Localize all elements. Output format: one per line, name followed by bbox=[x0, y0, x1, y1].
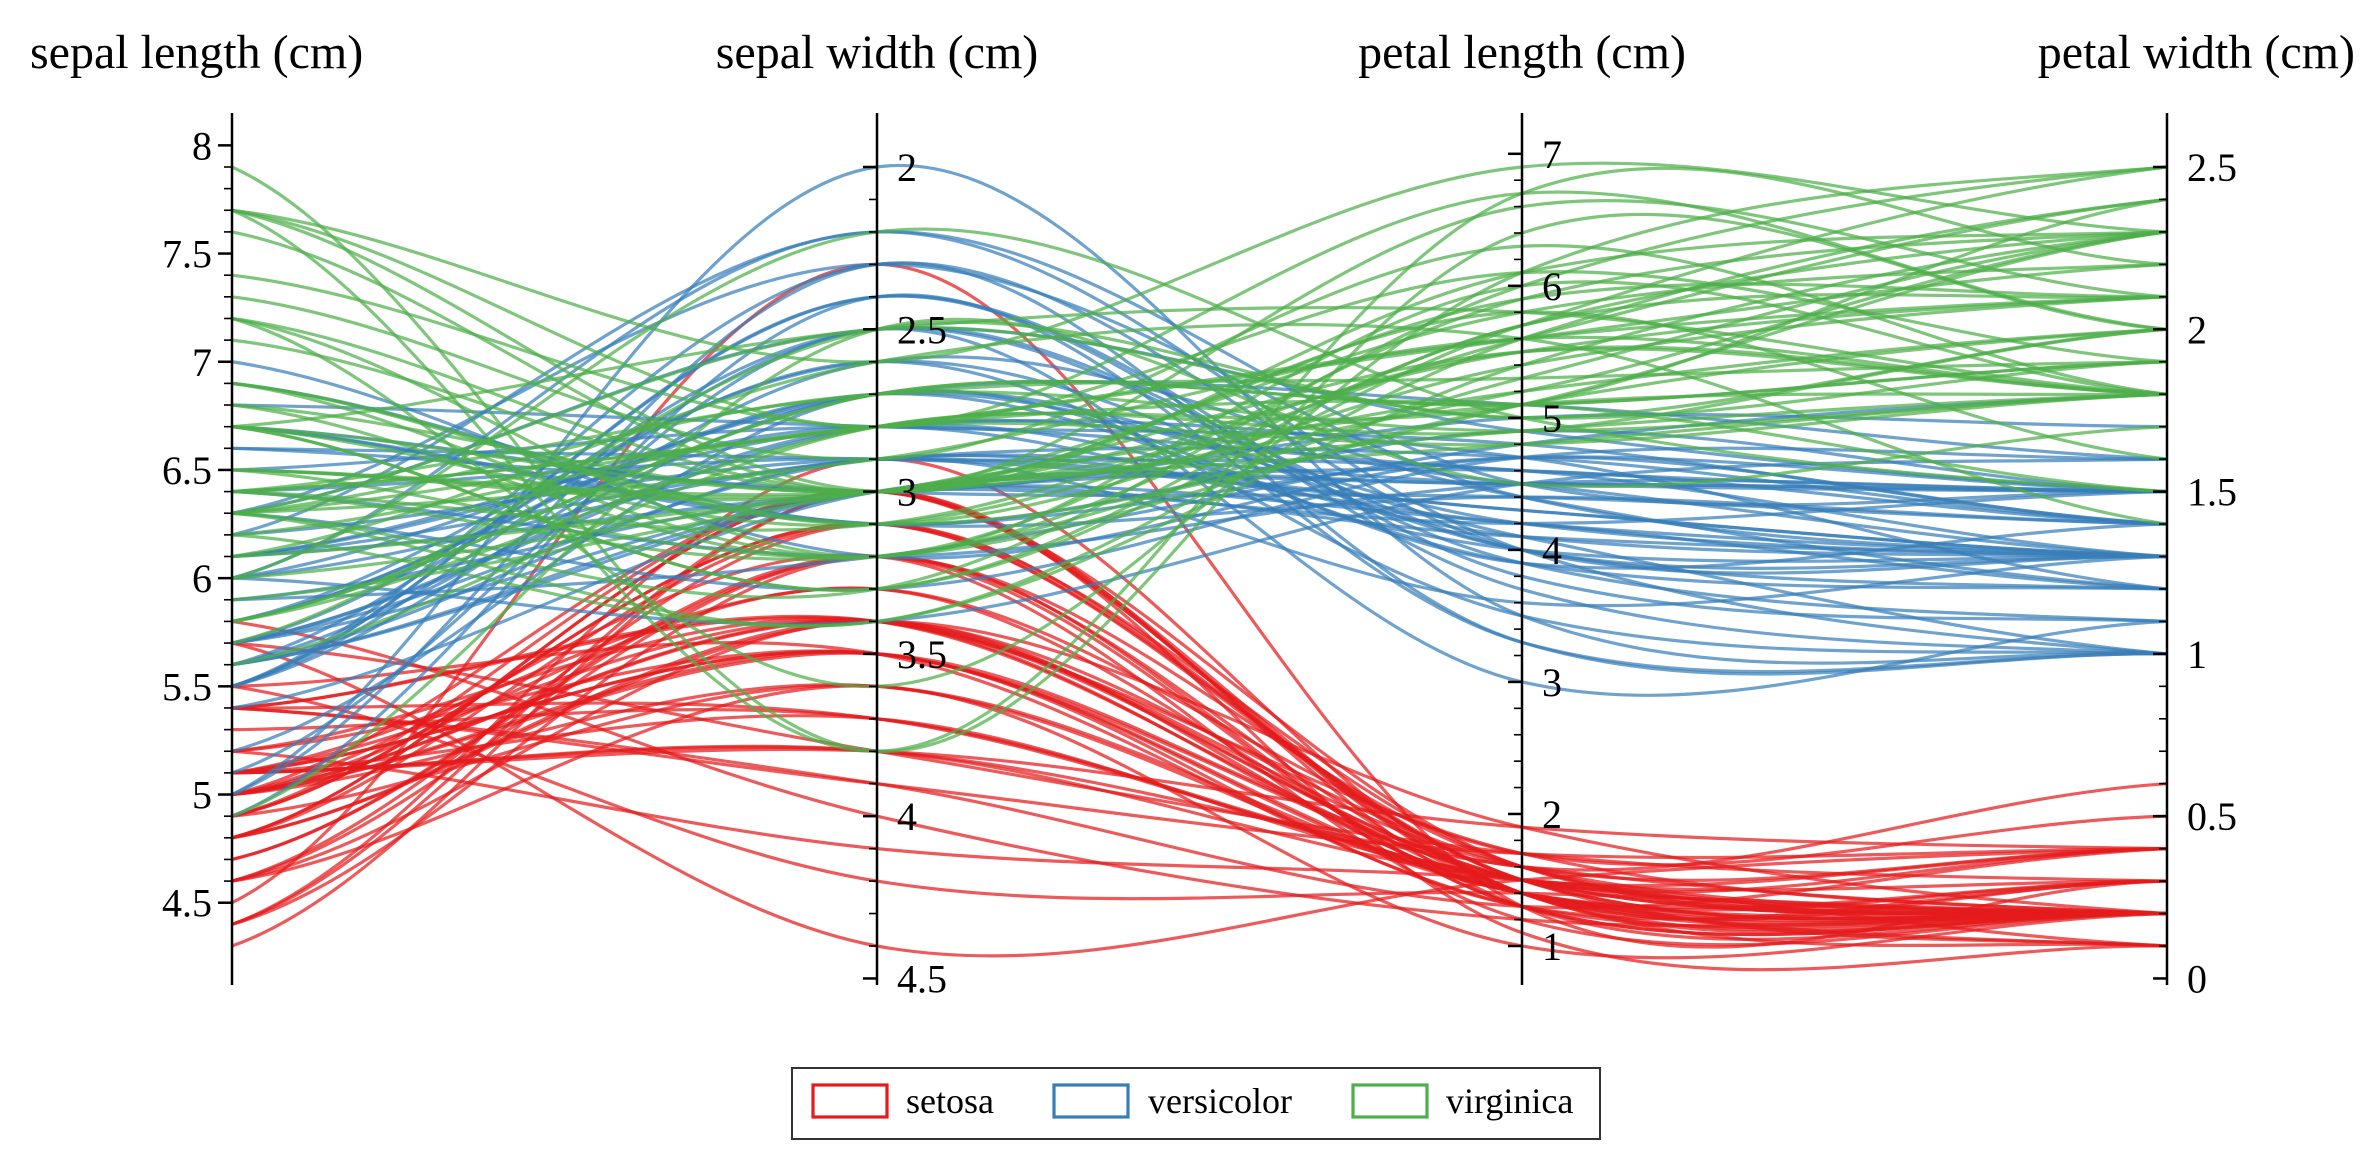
series-line-virginica-38 bbox=[231, 392, 2168, 580]
tick-label-petal_length: 7 bbox=[1542, 132, 1562, 177]
tick-label-petal_width: 0 bbox=[2187, 956, 2207, 1001]
axis-title-petal_width: petal width (cm) bbox=[2038, 26, 2355, 79]
series-line-setosa-49 bbox=[231, 586, 2168, 925]
series-line-virginica-17 bbox=[231, 166, 2168, 753]
series-line-setosa-48 bbox=[231, 708, 2168, 916]
tick-label-sepal_length: 7.5 bbox=[162, 232, 212, 277]
tick-label-sepal_width: 3.5 bbox=[897, 632, 947, 677]
tick-label-sepal_width: 4.5 bbox=[897, 956, 947, 1001]
series-line-setosa-45 bbox=[231, 489, 2168, 922]
series-line-virginica-18 bbox=[231, 161, 2168, 364]
series-line-virginica-46 bbox=[231, 325, 2168, 515]
series-line-virginica-39 bbox=[231, 295, 2168, 526]
series-line-virginica-26 bbox=[231, 392, 2168, 537]
tick-label-petal_width: 2 bbox=[2187, 307, 2207, 352]
series-line-setosa-43 bbox=[231, 651, 2168, 872]
tick-label-sepal_width: 2 bbox=[897, 145, 917, 190]
series-line-virginica-30 bbox=[231, 270, 2168, 429]
series-line-virginica-22 bbox=[231, 190, 2168, 429]
legend-label-virginica: virginica bbox=[1446, 1081, 1573, 1121]
legend-swatch-virginica bbox=[1351, 1083, 1429, 1119]
tick-label-sepal_length: 4.5 bbox=[162, 881, 212, 926]
tick-label-sepal_width: 4 bbox=[897, 794, 917, 839]
series-line-virginica-8 bbox=[231, 305, 2168, 429]
axis-title-sepal_width: sepal width (cm) bbox=[716, 26, 1039, 79]
tick-label-sepal_length: 8 bbox=[192, 123, 212, 168]
tick-label-petal_width: 1 bbox=[2187, 632, 2207, 677]
tick-label-petal_width: 0.5 bbox=[2187, 794, 2237, 839]
series-line-virginica-48 bbox=[231, 230, 2168, 629]
axes-layer: 4.5 5 5.5 6 6.5 7 7.5 8 sepal length (cm) 2 2.5 3 3.… bbox=[30, 26, 2355, 1001]
series-line-virginica-35 bbox=[231, 208, 2168, 494]
series-line-setosa-22 bbox=[231, 684, 2168, 960]
series-line-virginica-44 bbox=[231, 165, 2168, 592]
series-line-setosa-34 bbox=[231, 522, 2168, 921]
legend-label-setosa: setosa bbox=[906, 1081, 994, 1121]
tick-label-petal_length: 4 bbox=[1542, 528, 1562, 573]
series-line-setosa-29 bbox=[231, 554, 2168, 916]
series-line-setosa-46 bbox=[231, 745, 2168, 916]
series-line-virginica-41 bbox=[231, 230, 2168, 526]
tick-label-sepal_length: 6 bbox=[192, 556, 212, 601]
series-line-versicolor-12 bbox=[231, 230, 2168, 656]
legend: setosa versicolor virginica bbox=[791, 1067, 1601, 1140]
series-line-virginica-19 bbox=[231, 227, 2168, 580]
series-line-virginica-21 bbox=[231, 327, 2168, 667]
series-line-virginica-49 bbox=[231, 392, 2168, 602]
series-line-setosa-32 bbox=[231, 749, 2168, 948]
series-line-virginica-27 bbox=[231, 392, 2168, 559]
series-line-setosa-23 bbox=[231, 586, 2168, 867]
series-line-versicolor-15 bbox=[231, 425, 2168, 528]
legend-frame bbox=[791, 1067, 1601, 1140]
axis-petal_length: 1 2 3 4 5 6 7 petal length (cm) bbox=[1358, 26, 1686, 985]
series-line-virginica-0 bbox=[231, 165, 2168, 600]
axis-sepal_width: 2 2.5 3 3.5 4 4.5 sepal width (cm) bbox=[716, 26, 1039, 1001]
axis-title-petal_length: petal length (cm) bbox=[1358, 26, 1686, 79]
series-line-virginica-20 bbox=[231, 230, 2168, 559]
series-line-setosa-47 bbox=[231, 554, 2168, 927]
series-line-virginica-36 bbox=[231, 197, 2168, 628]
legend-label-versicolor: versicolor bbox=[1148, 1081, 1292, 1121]
tick-label-petal_width: 1.5 bbox=[2187, 470, 2237, 515]
series-line-virginica-47 bbox=[231, 327, 2168, 497]
tick-label-sepal_length: 5.5 bbox=[162, 664, 212, 709]
series-line-versicolor-35 bbox=[231, 457, 2168, 626]
lines-layer bbox=[231, 161, 2168, 972]
axis-sepal_length: 4.5 5 5.5 6 6.5 7 7.5 8 sepal length (cm) bbox=[30, 26, 363, 985]
series-line-setosa-40 bbox=[231, 650, 2168, 921]
tick-label-petal_length: 1 bbox=[1542, 924, 1562, 969]
legend-swatch-versicolor bbox=[1052, 1083, 1130, 1119]
tick-label-sepal_length: 7 bbox=[192, 340, 212, 385]
series-line-setosa-31 bbox=[231, 614, 2168, 894]
tick-label-petal_length: 6 bbox=[1542, 264, 1562, 309]
axis-title-sepal_length: sepal length (cm) bbox=[30, 26, 363, 79]
axis-petal_width: 0 0.5 1 1.5 2 2.5 petal width (cm) bbox=[2038, 26, 2355, 1001]
tick-label-petal_length: 2 bbox=[1542, 792, 1562, 837]
series-line-virginica-33 bbox=[231, 399, 2168, 515]
series-line-virginica-42 bbox=[231, 360, 2168, 623]
series-line-versicolor-6 bbox=[231, 446, 2168, 592]
series-line-virginica-37 bbox=[231, 345, 2168, 532]
series-line-virginica-5 bbox=[231, 199, 2168, 494]
tick-label-sepal_length: 5 bbox=[192, 773, 212, 818]
tick-label-sepal_width: 2.5 bbox=[897, 307, 947, 352]
legend-swatch-setosa bbox=[811, 1083, 889, 1119]
tick-label-petal_length: 3 bbox=[1542, 660, 1562, 705]
series-line-setosa-15 bbox=[231, 641, 2168, 958]
tick-label-sepal_width: 3 bbox=[897, 470, 917, 515]
series-line-setosa-42 bbox=[231, 554, 2168, 937]
series-line-setosa-33 bbox=[231, 684, 2168, 916]
tick-label-petal_width: 2.5 bbox=[2187, 145, 2237, 190]
series-line-setosa-5 bbox=[231, 706, 2168, 860]
series-line-setosa-44 bbox=[231, 747, 2168, 851]
tick-label-sepal_length: 6.5 bbox=[162, 448, 212, 493]
tick-label-petal_length: 5 bbox=[1542, 396, 1562, 441]
series-line-setosa-26 bbox=[231, 619, 2168, 882]
series-line-virginica-45 bbox=[231, 230, 2168, 494]
series-line-setosa-4 bbox=[231, 683, 2168, 918]
